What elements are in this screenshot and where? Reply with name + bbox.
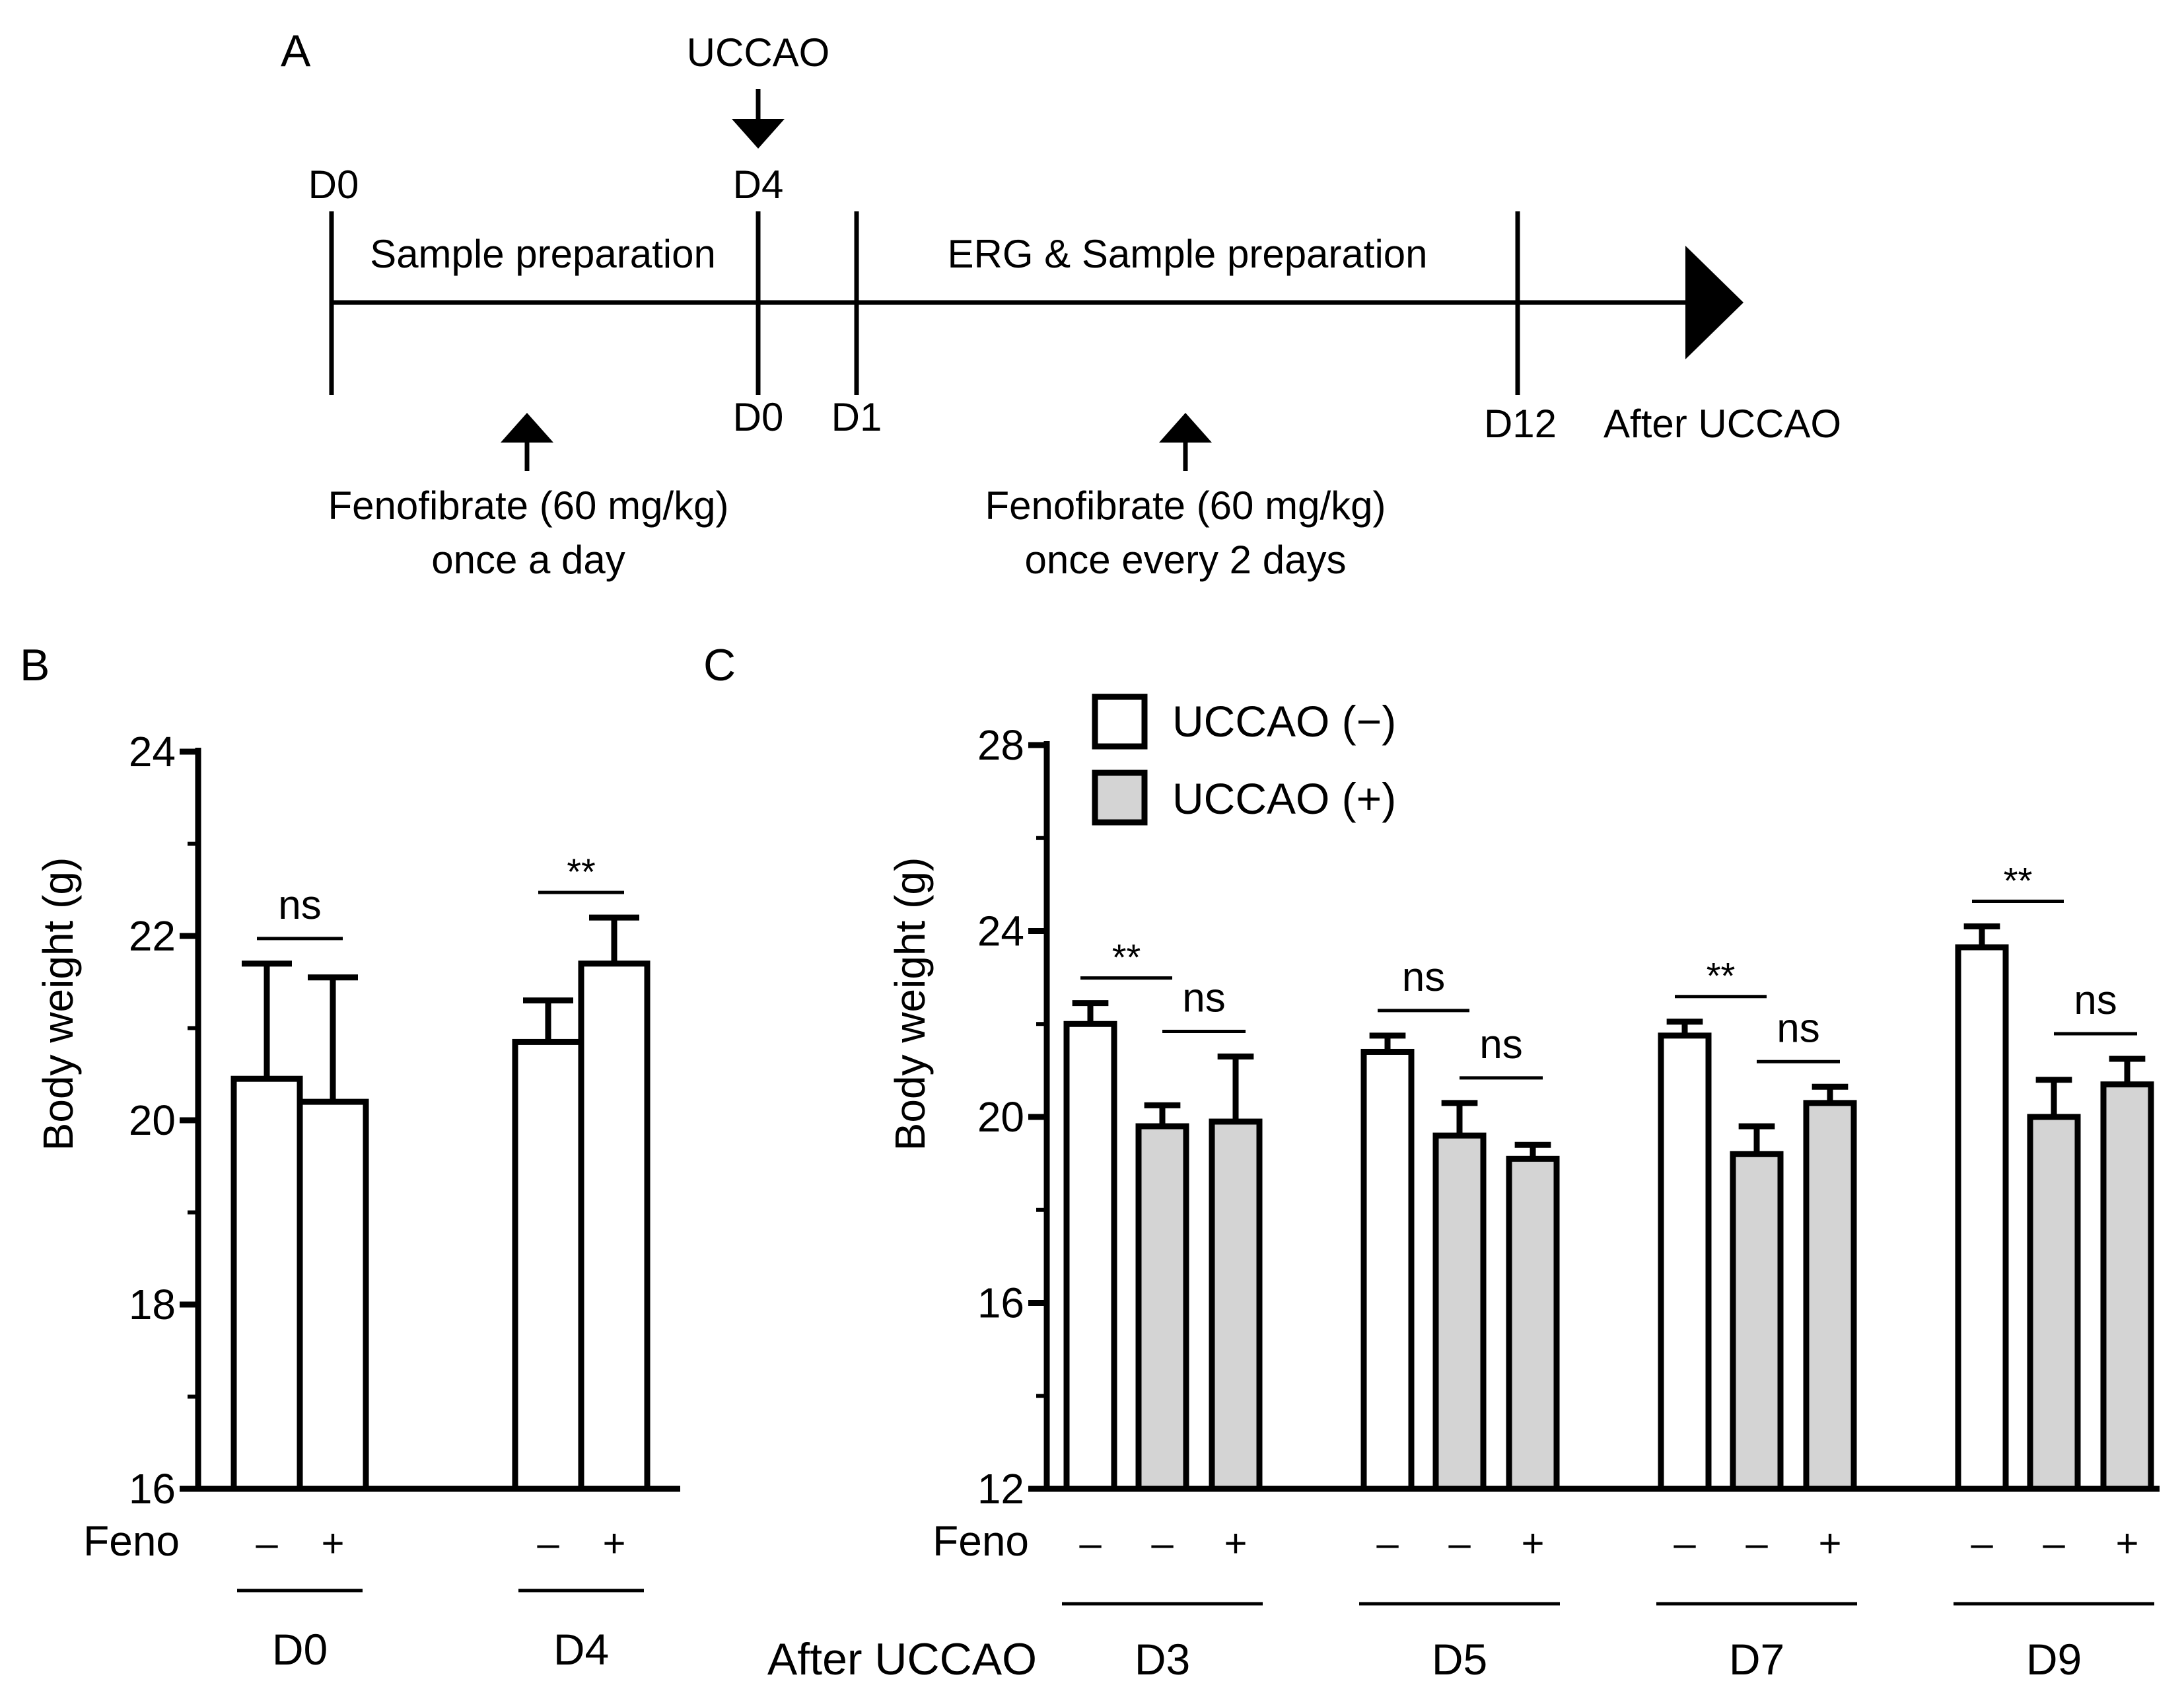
c-bar-d3-2 bbox=[1135, 1123, 1189, 1492]
c-y-tick-label: 24 bbox=[977, 908, 1024, 955]
phase-1-label: Sample preparation bbox=[370, 232, 716, 276]
c-feno-sign: – bbox=[1151, 1521, 1174, 1565]
b-feno-sign: + bbox=[602, 1521, 625, 1565]
c-significance-label: ** bbox=[2004, 859, 2033, 901]
legend-swatch-uccao-plus bbox=[1092, 770, 1148, 826]
c-bar-d7-3 bbox=[1803, 1100, 1857, 1492]
uccao-down-arrow bbox=[732, 89, 785, 149]
dose-2-line-1: Fenofibrate (60 mg/kg) bbox=[985, 484, 1386, 528]
c-feno-sign: + bbox=[2115, 1521, 2138, 1565]
panel-c-y-axis-title: Body weight (g) bbox=[886, 857, 934, 1151]
c-group-label-d3: D3 bbox=[1135, 1635, 1190, 1684]
panel-c-legend: UCCAO (−) UCCAO (+) bbox=[1092, 694, 1396, 826]
dose-2-up-arrow bbox=[1159, 413, 1212, 471]
after-uccao-label: After UCCAO bbox=[1603, 402, 1841, 446]
c-y-tick-label: 16 bbox=[977, 1279, 1024, 1327]
c-group-label-d9: D9 bbox=[2026, 1635, 2082, 1684]
uccao-marker-label: UCCAO bbox=[687, 30, 830, 75]
b-group-label-d0: D0 bbox=[272, 1625, 328, 1674]
panel-b-treatment-row-label: Feno bbox=[83, 1517, 180, 1565]
c-y-tick-label: 12 bbox=[977, 1465, 1024, 1513]
dose-1-up-arrow bbox=[501, 413, 553, 471]
c-significance-label: ns bbox=[1182, 976, 1225, 1021]
c-feno-sign: + bbox=[1818, 1521, 1841, 1565]
c-feno-sign: – bbox=[2043, 1521, 2065, 1565]
dose-1-line-1: Fenofibrate (60 mg/kg) bbox=[328, 484, 729, 528]
panel-b-label: B bbox=[20, 640, 50, 690]
b-bar-d4-1 bbox=[512, 1038, 584, 1492]
b-bar-d0-1 bbox=[230, 1075, 303, 1492]
panel-c-group-axis-label: After UCCAO bbox=[767, 1634, 1037, 1684]
c-bar-d7-1 bbox=[1658, 1032, 1712, 1492]
c-feno-sign: – bbox=[1376, 1521, 1399, 1565]
b-significance-label: ** bbox=[567, 851, 596, 892]
b-feno-sign: – bbox=[256, 1521, 278, 1565]
c-feno-sign: – bbox=[1448, 1521, 1471, 1565]
c-bar-d3-3 bbox=[1209, 1118, 1263, 1492]
b-bar-d4-2 bbox=[578, 960, 651, 1492]
panel-c-label: C bbox=[703, 640, 736, 690]
c-feno-sign: – bbox=[1971, 1521, 1993, 1565]
b-y-tick-label: 18 bbox=[129, 1281, 176, 1328]
panel-b-y-axis-title: Body weight (g) bbox=[34, 857, 82, 1151]
dose-1-line-2: once a day bbox=[431, 538, 625, 582]
b-y-tick-label: 20 bbox=[129, 1096, 176, 1144]
legend-swatch-uccao-minus bbox=[1092, 694, 1148, 750]
c-bar-d9-2 bbox=[2027, 1114, 2081, 1492]
b-significance-label: ns bbox=[278, 882, 321, 928]
timeline-top-label-d0: D0 bbox=[308, 162, 359, 207]
legend-label-uccao-plus: UCCAO (+) bbox=[1172, 774, 1396, 823]
c-significance-label: ns bbox=[1402, 954, 1445, 1000]
panel-c-treatment-row-label: Feno bbox=[933, 1517, 1029, 1565]
c-bar-d5-3 bbox=[1506, 1155, 1560, 1492]
c-feno-sign: – bbox=[1079, 1521, 1102, 1565]
b-feno-sign: + bbox=[321, 1521, 344, 1565]
b-group-label-d4: D4 bbox=[553, 1625, 609, 1674]
c-significance-label: ns bbox=[1777, 1005, 1819, 1051]
c-significance-label: ** bbox=[1112, 937, 1141, 978]
c-bar-d9-3 bbox=[2100, 1081, 2154, 1492]
c-bar-d3-1 bbox=[1063, 1021, 1117, 1492]
timeline-bottom-label-d1: D1 bbox=[831, 395, 882, 439]
timeline-top-label-d4: D4 bbox=[733, 162, 784, 207]
c-significance-label: ** bbox=[1707, 955, 1736, 997]
b-y-tick-label: 24 bbox=[129, 728, 176, 775]
dose-2-line-2: once every 2 days bbox=[1025, 538, 1347, 582]
c-feno-sign: – bbox=[1673, 1521, 1696, 1565]
legend-label-uccao-minus: UCCAO (−) bbox=[1172, 697, 1396, 746]
timeline-bottom-label-d0: D0 bbox=[733, 395, 784, 439]
c-feno-sign: – bbox=[1745, 1521, 1768, 1565]
c-feno-sign: + bbox=[1224, 1521, 1247, 1565]
c-bar-d7-2 bbox=[1730, 1151, 1784, 1492]
c-group-label-d5: D5 bbox=[1432, 1635, 1487, 1684]
c-y-tick-label: 20 bbox=[977, 1093, 1024, 1141]
b-y-tick-label: 16 bbox=[129, 1465, 176, 1513]
b-feno-sign: – bbox=[537, 1521, 559, 1565]
c-bar-d5-2 bbox=[1432, 1132, 1487, 1492]
panel-a-timeline: A UCCAO D0 D4 Sample preparation ERG & S… bbox=[281, 26, 1841, 582]
timeline-axis bbox=[329, 211, 1744, 395]
c-y-tick-label: 28 bbox=[977, 721, 1024, 769]
panel-c-chart: C Body weight (g) Feno After UCCAO UCCAO… bbox=[703, 640, 2160, 1684]
c-bar-d9-1 bbox=[1955, 944, 2009, 1492]
c-bar-d5-1 bbox=[1360, 1048, 1415, 1492]
timeline-bottom-label-d12: D12 bbox=[1484, 402, 1557, 446]
phase-2-label: ERG & Sample preparation bbox=[947, 232, 1427, 276]
b-y-tick-label: 22 bbox=[129, 912, 176, 960]
c-significance-label: ns bbox=[2074, 978, 2117, 1023]
c-significance-label: ns bbox=[1479, 1022, 1522, 1067]
panel-a-label: A bbox=[281, 26, 311, 76]
b-bar-d0-2 bbox=[297, 1098, 369, 1492]
c-feno-sign: + bbox=[1521, 1521, 1544, 1565]
c-group-label-d7: D7 bbox=[1729, 1635, 1784, 1684]
